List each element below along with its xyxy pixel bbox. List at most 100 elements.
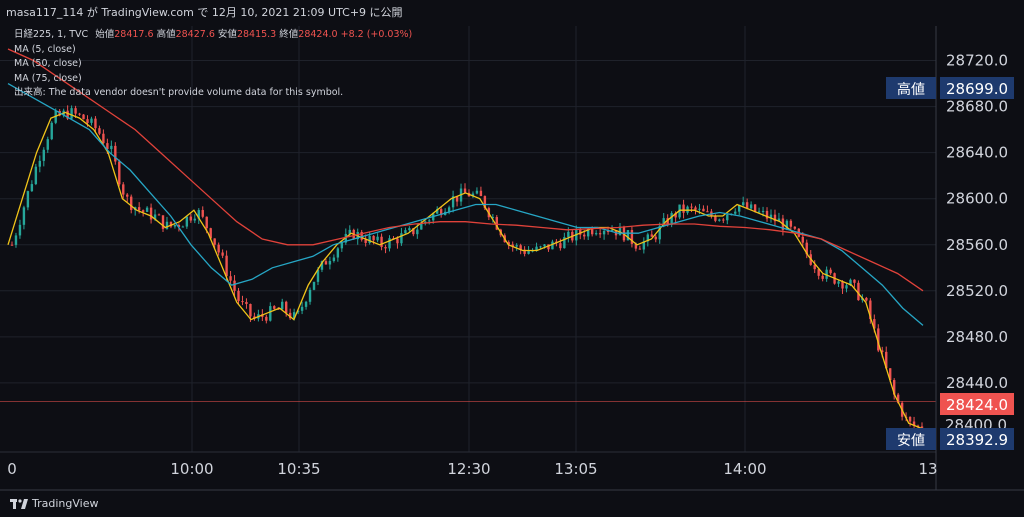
candle-body	[372, 235, 375, 241]
candle-body	[749, 204, 753, 209]
candle-body	[300, 306, 304, 311]
candle-body	[249, 304, 252, 317]
candle-body	[42, 149, 45, 161]
candle-body	[479, 190, 483, 197]
high-value: 28427.6	[175, 29, 215, 40]
candle-body	[225, 255, 228, 277]
candle-body	[587, 228, 590, 237]
candle-body	[455, 196, 459, 202]
candle-body	[634, 243, 638, 249]
ma75-line[interactable]	[7, 48, 924, 292]
candle-body	[336, 248, 340, 258]
candle-body	[873, 319, 876, 329]
low-label: 安値	[217, 29, 237, 40]
candle-body	[312, 281, 316, 290]
high-badge-value: 28699.0	[946, 80, 1008, 98]
legend-ohlc-row[interactable]: 日経225, 1, TVC 始値28417.6 高値28427.6 安値2841…	[14, 28, 412, 43]
candle-body	[519, 245, 522, 250]
ma50-line[interactable]	[7, 83, 924, 326]
candle-body	[14, 235, 18, 245]
x-axis-ticks: 0 10:00 10:35 12:30 13:05 14:00 13	[7, 460, 937, 478]
candle-body	[82, 114, 85, 120]
candle-body	[598, 233, 602, 235]
candle-body	[66, 110, 69, 119]
candle-body	[197, 210, 200, 219]
candle-body	[896, 394, 900, 403]
y-tick-label: 28520.0	[946, 282, 1008, 300]
candle-body	[741, 202, 745, 206]
candle-body	[86, 119, 89, 123]
x-tick-label: 14:00	[723, 460, 766, 478]
candle-body	[435, 209, 439, 214]
candle-body	[288, 312, 292, 319]
candle-body	[265, 316, 268, 321]
candle-body	[102, 133, 105, 144]
candle-body	[110, 145, 113, 150]
legend-volume[interactable]: 出来高: The data vendor doesn't provide vol…	[14, 86, 412, 101]
candle-body	[332, 257, 336, 261]
chart-grid	[0, 26, 936, 452]
candle-body	[789, 220, 793, 227]
candle-body	[646, 234, 650, 242]
candle-body	[169, 221, 173, 227]
symbol-label[interactable]: 日経225, 1, TVC	[14, 29, 89, 40]
candle-body	[304, 301, 308, 307]
candle-body	[630, 230, 634, 244]
candle-body	[50, 122, 53, 140]
candle-body	[535, 246, 538, 251]
candle-body	[94, 118, 97, 129]
low-badge-value-bg	[940, 428, 1014, 450]
candle-body	[245, 301, 248, 305]
candle-body	[805, 242, 808, 255]
candle-body	[30, 184, 34, 192]
candle-body	[877, 328, 880, 351]
candle-body	[885, 351, 888, 369]
candle-body	[416, 229, 419, 235]
candle-body	[674, 213, 677, 218]
last-price-badge-bg	[940, 393, 1014, 415]
candle-body	[130, 196, 133, 210]
candle-body	[177, 225, 181, 227]
candle-body	[654, 236, 657, 240]
x-tick-label: 13:05	[554, 460, 597, 478]
candle-body	[817, 269, 820, 276]
candle-body	[563, 237, 566, 249]
candle-body	[412, 228, 415, 235]
candle-body	[114, 145, 117, 162]
candle-body	[539, 246, 542, 248]
x-tick-label: 12:30	[447, 460, 490, 478]
candle-body	[328, 260, 332, 265]
candle-body	[821, 275, 824, 279]
legend-ma5[interactable]: MA (5, close)	[14, 43, 76, 55]
candle-body	[912, 421, 916, 426]
candle-body	[308, 289, 312, 302]
x-tick-label: 10:35	[277, 460, 320, 478]
high-badge-label-bg	[886, 77, 936, 99]
candle-body	[471, 193, 475, 197]
candle-body	[18, 224, 22, 236]
low-badge-label: 安値	[897, 433, 925, 449]
tradingview-logo[interactable]: TradingView	[10, 497, 98, 510]
candle-body	[889, 368, 892, 381]
candle-body	[666, 218, 669, 225]
candle-body	[273, 306, 276, 309]
legend-ma75[interactable]: MA (75, close)	[14, 72, 82, 84]
ma5-line[interactable]	[7, 111, 924, 430]
legend-ma50[interactable]: MA (50, close)	[14, 58, 82, 70]
moving-average-lines	[7, 48, 924, 430]
chart-legend: 日経225, 1, TVC 始値28417.6 高値28427.6 安値2841…	[14, 28, 412, 101]
candle-body	[348, 229, 351, 234]
candle-body	[718, 219, 721, 221]
candle-body	[153, 214, 157, 220]
candle-body	[181, 226, 185, 228]
candle-body	[734, 211, 737, 214]
candle-body	[384, 246, 387, 249]
candle-body	[837, 281, 840, 284]
low-value: 28415.3	[236, 29, 277, 40]
candle-body	[892, 380, 896, 395]
candle-body	[793, 226, 797, 229]
candle-body	[296, 310, 300, 313]
candle-body	[217, 244, 220, 253]
candle-body	[523, 249, 526, 254]
